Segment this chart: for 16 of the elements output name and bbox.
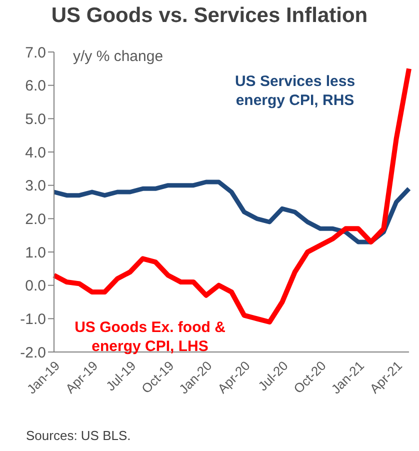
y-tick-label: 7.0 <box>25 44 46 62</box>
y-tick-label: 6.0 <box>25 78 46 95</box>
text: US Services less energy CPI, RHS <box>234 72 356 110</box>
y-tick-label: 0.0 <box>25 278 46 295</box>
y-tick-label: 1.0 <box>25 244 46 262</box>
y-tick-label: 5.0 <box>25 110 46 128</box>
chart-title: US Goods vs. Services Inflation <box>50 4 369 28</box>
line-series <box>52 180 412 244</box>
y-tick-label: 2.0 <box>25 210 46 228</box>
y-axis-title: y/y % change <box>73 48 164 65</box>
series-label: US Goods Ex. food & energy CPI, LHS <box>74 318 226 356</box>
y-tick-label: 4.0 <box>25 144 46 162</box>
y-tick-label: -1.0 <box>20 310 46 328</box>
source-note: Sources: US BLS. <box>26 428 131 443</box>
y-tick-label: 3.0 <box>25 178 46 195</box>
y-tick-label: -2.0 <box>20 344 46 362</box>
